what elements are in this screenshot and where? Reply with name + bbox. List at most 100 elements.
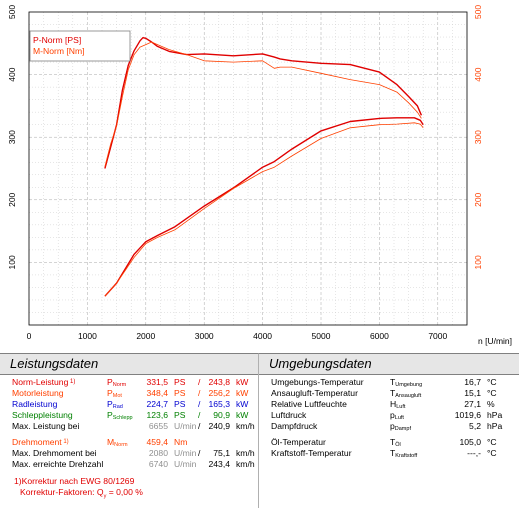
umgebung-label: Relative Luftfeuchte (271, 399, 347, 409)
x-tick-label: 0 (27, 331, 32, 341)
leistung-symbol: PSchlepp (107, 410, 133, 421)
leistung-value-2: 243,8 (208, 377, 230, 387)
leistung-row: Max. Leistung bei 6655 U/min/ 240,9 km/h (0, 421, 258, 432)
leistung-row: Motorleistung PMot 348,4 PS / 256,2 kW (0, 388, 258, 399)
umgebung-label: Kraftstoff-Temperatur (271, 448, 352, 458)
umgebung-unit: hPa (487, 410, 503, 420)
umgebung-value: 1019,6 (454, 410, 481, 420)
x-axis-label: n [U/min] (478, 336, 512, 346)
umgebung-symbol: TAnsaugluft (390, 388, 422, 399)
umgebung-label: Dampfdruck (271, 421, 318, 431)
x-tick-label: 4000 (253, 331, 272, 341)
leistung-unit-2: kW (236, 377, 249, 387)
leistung-label: Norm-Leistung 1) (12, 377, 76, 387)
legend-entry-m-norm: M-Norm [Nm] (33, 46, 85, 56)
leistung-value-2: 90,9 (213, 410, 230, 420)
x-tick-label: 5000 (312, 331, 331, 341)
x-tick-label: 1000 (78, 331, 97, 341)
footnote-faktoren-suffix: = 0,00 % (106, 487, 143, 497)
leistung-unit-2: kW (236, 410, 249, 420)
footnote-faktoren-prefix: Korrektur-Faktoren: Q (20, 487, 104, 497)
leistung-row: Norm-Leistung 1) PNorm 331,5 PS / 243,8 kW (0, 377, 258, 388)
leistungsdaten-panel: Leistungsdaten Norm-Leistung 1) PNorm 331,… (0, 353, 258, 508)
umgebung-symbol-sub: Luft (394, 415, 404, 421)
leistung-value-1: 224,7 (146, 399, 168, 409)
umgebung-symbol: pDampf (390, 421, 411, 432)
leistung-value-1: 331,5 (146, 377, 168, 387)
legend-box (29, 30, 131, 62)
leistung-separator: / (198, 377, 201, 387)
umgebung-unit: hPa (487, 421, 503, 431)
leistung-unit-1: PS (174, 399, 186, 409)
legend-entry-p-norm: P-Norm [PS] (33, 35, 81, 45)
leistung-unit-1: U/min (174, 421, 197, 431)
leistung-separator: / (198, 410, 201, 420)
leistung-value-2: 75,1 (213, 448, 230, 458)
umgebung-symbol-sub: Öl (395, 442, 401, 448)
y-right-tick-label: 100 (473, 255, 483, 269)
leistung-symbol: PRad (107, 399, 123, 410)
leistung-separator: / (198, 388, 201, 398)
leistung-symbol: PNorm (107, 377, 127, 388)
x-tick-label: 7000 (428, 331, 447, 341)
umgebung-value: 27,1 (464, 399, 481, 409)
umgebung-symbol-sub: Dampf (394, 426, 411, 432)
leistung-symbol: MNorm (107, 437, 128, 448)
leistung-row: Max. erreichte Drehzahl 6740 U/min 243,4 km/… (0, 459, 258, 470)
leistung-footnote-marker: 1) (68, 379, 76, 385)
umgebung-row: Ansaugluft-Temperatur TAnsaugluft 15,1 °C (259, 388, 519, 399)
leistung-label: Motorleistung (12, 388, 64, 398)
leistung-unit-1: U/min (174, 459, 197, 469)
footnote-korrektur: 1)Korrektur nach EWG 80/1269 (14, 476, 134, 487)
plot-frame (28, 11, 468, 326)
y-right-tick-label: 500 (473, 5, 483, 19)
y-left-tick-label: 500 (7, 5, 17, 19)
umgebung-symbol-sub: Umgebung (395, 382, 423, 388)
umgebung-value: 15,1 (464, 388, 481, 398)
leistung-label: Max. Drehmoment bei (12, 448, 97, 458)
footnote-faktoren-sub: y (103, 493, 107, 500)
leistung-value-1: 459,4 (146, 437, 168, 447)
leistung-unit-2: km/h (236, 448, 255, 458)
umgebung-unit: % (487, 399, 495, 409)
umgebung-value: ---,- (467, 448, 481, 458)
leistung-label: Schleppleistung (12, 410, 73, 420)
leistung-value-1: 2080 (148, 448, 168, 458)
leistungsdaten-title: Leistungsdaten (0, 354, 258, 375)
chart-grid (29, 12, 467, 325)
leistung-label: Max. erreichte Drehzahl (12, 459, 104, 469)
leistung-row: Schleppleistung PSchlepp 123,6 PS / 90,9 kW (0, 410, 258, 421)
leistung-row: Drehmoment 1) MNorm 459,4 Nm (0, 437, 258, 448)
leistung-unit-2: kW (236, 388, 249, 398)
leistung-unit-1: Nm (174, 437, 188, 447)
footnote-faktoren: Korrektur-Faktoren: Qy = 0,00 % (20, 487, 143, 500)
leistung-value-2: 243,4 (208, 459, 230, 469)
y-right-tick-label: 400 (473, 67, 483, 81)
y-right-tick-label: 300 (473, 130, 483, 144)
leistung-symbol: PMot (107, 388, 122, 399)
leistung-value-1: 6655 (148, 421, 168, 431)
leistung-unit-1: U/min (174, 448, 197, 458)
umgebung-unit: °C (487, 437, 497, 447)
umgebung-value: 5,2 (469, 421, 481, 431)
umgebung-row: Dampfdruck pDampf 5,2 hPa (259, 421, 519, 432)
leistung-unit-2: km/h (236, 459, 255, 469)
leistung-symbol-sub: Norm (112, 382, 127, 388)
umgebungsdaten-panel: Umgebungsdaten Umgebungs-Temperatur TUmge… (258, 353, 519, 508)
y-right-tick-label: 200 (473, 192, 483, 206)
leistung-separator: / (198, 448, 201, 458)
umgebung-label: Öl-Temperatur (271, 437, 326, 447)
x-tick-label: 6000 (370, 331, 389, 341)
power-torque-chart: 0 1000 2000 3000 4000 5000 6000 7000 100 200 300 40… (7, 4, 513, 346)
umgebung-symbol: TÖl (390, 437, 401, 448)
leistung-symbol-sub: Norm (114, 442, 128, 448)
leistung-separator: / (198, 421, 201, 431)
leistung-row: Max. Drehmoment bei 2080 U/min/ 75,1 km/h (0, 448, 258, 459)
tick-labels: 0 1000 2000 3000 4000 5000 6000 7000 100 200 300 40… (7, 5, 483, 341)
umgebung-symbol: pLuft (390, 410, 404, 421)
series-line-2 (104, 37, 423, 169)
x-tick-label: 3000 (195, 331, 214, 341)
umgebung-unit: °C (487, 377, 497, 387)
umgebung-symbol: TKraftstoff (390, 448, 418, 459)
leistung-value-1: 123,6 (146, 410, 168, 420)
